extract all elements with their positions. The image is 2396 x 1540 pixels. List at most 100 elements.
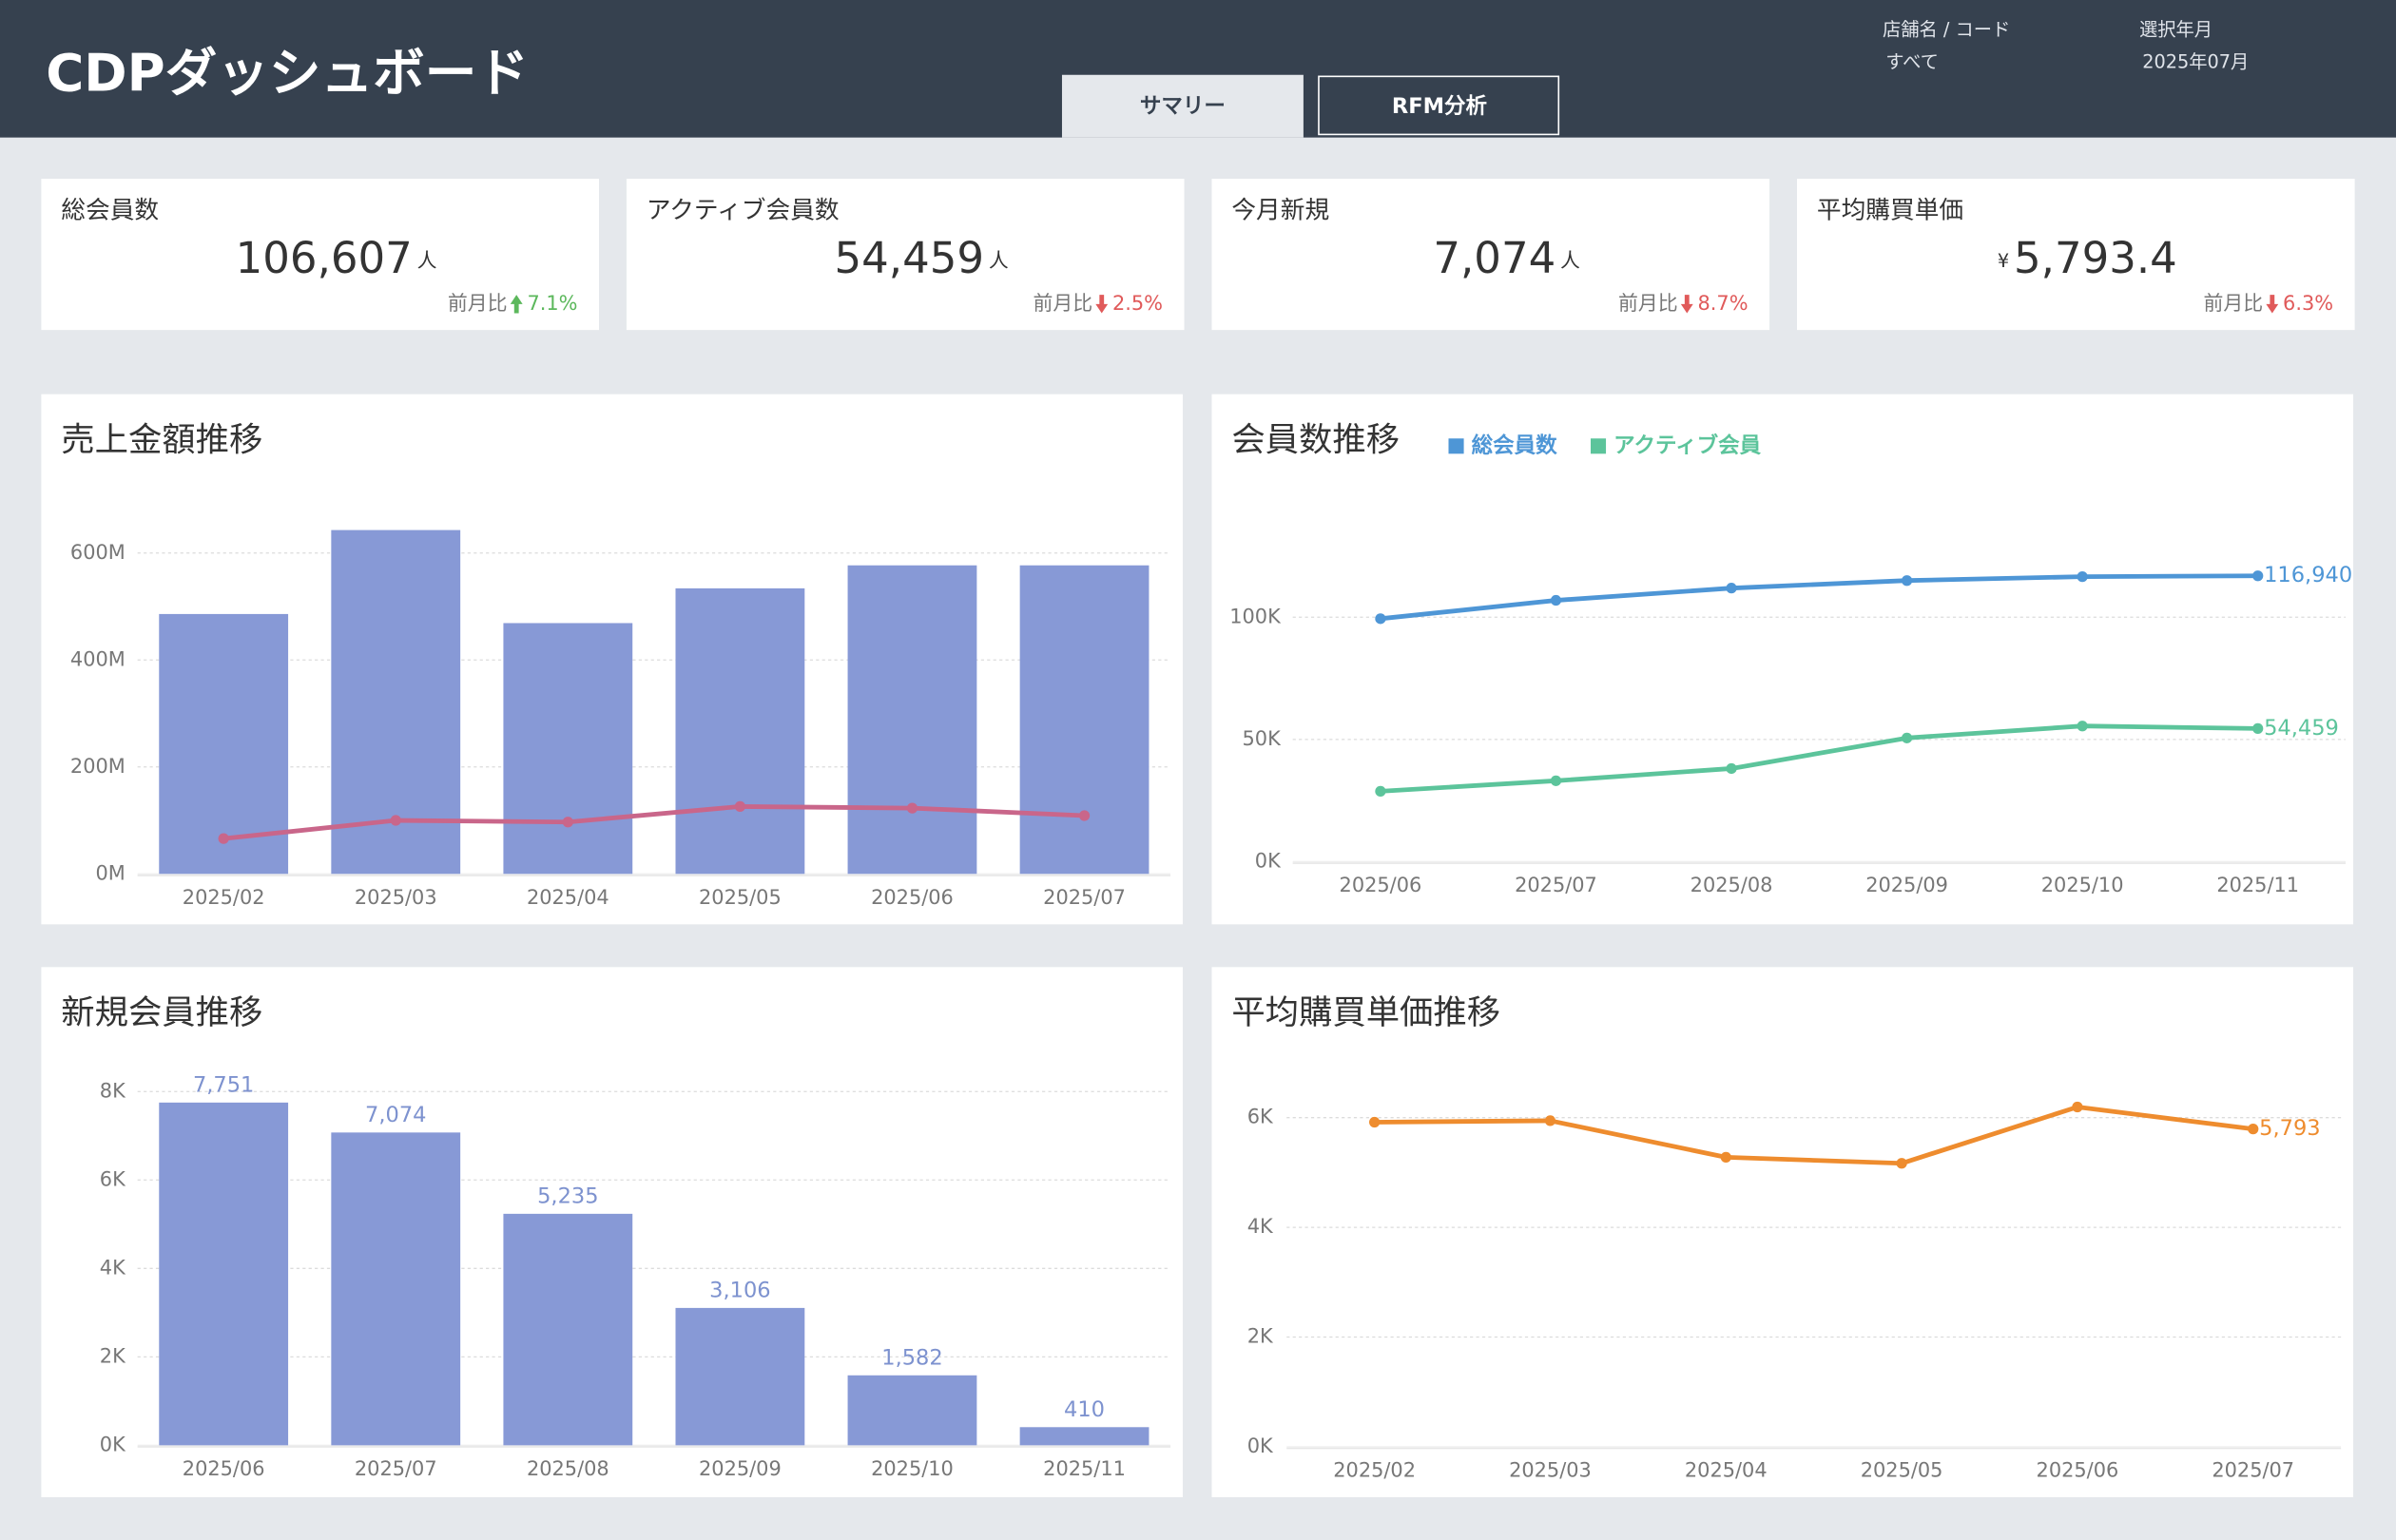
filter-label: 店舗名 / コード — [1883, 19, 2010, 41]
bar — [675, 587, 805, 875]
y-tick-label: 2K — [1247, 1325, 1274, 1348]
kpi-change: 2.5% — [1112, 292, 1163, 315]
tab[interactable]: サマリー — [1061, 74, 1304, 138]
y-tick-label: 2K — [100, 1344, 126, 1367]
bar — [159, 613, 289, 875]
x-tick-label: 2025/02 — [183, 886, 265, 909]
y-tick-label: 400M — [70, 647, 126, 670]
chart-title: 平均購買単価推移 — [1231, 993, 1500, 1032]
x-tick-label: 2025/06 — [2037, 1459, 2119, 1482]
legend-item[interactable]: アクティブ会員 — [1590, 433, 1762, 458]
chart-title: 新規会員推移 — [61, 993, 262, 1032]
point — [218, 833, 229, 844]
data-label: 5,235 — [537, 1184, 598, 1209]
y-tick-label: 8K — [100, 1079, 126, 1102]
x-tick-label: 2025/07 — [355, 1457, 437, 1480]
kpi-value: 54,459 人 — [835, 233, 1009, 283]
chart-panel — [1211, 967, 2353, 1497]
kpi-value: 106,607 人 — [236, 233, 437, 283]
line — [1380, 573, 2258, 622]
kpi-value: 7,074 人 — [1433, 233, 1580, 283]
legend-swatch — [1448, 438, 1464, 454]
x-tick-label: 2025/07 — [1515, 874, 1597, 896]
point — [734, 800, 746, 813]
kpi-change: 8.7% — [1698, 292, 1749, 315]
point — [1720, 1151, 1731, 1163]
bar — [847, 1375, 977, 1446]
y-tick-label: 6K — [1247, 1106, 1274, 1128]
point — [1078, 810, 1091, 821]
y-tick-label: 0M — [95, 861, 125, 884]
data-label: 7,751 — [193, 1073, 254, 1098]
tab-bg — [1061, 74, 1304, 138]
kpi-value: ¥5,793.4 — [1998, 233, 2177, 283]
kpi-title: 平均購買単価 — [1817, 196, 1963, 224]
point — [2077, 570, 2088, 583]
x-tick-label: 2025/08 — [1691, 874, 1773, 896]
y-tick-label: 600M — [70, 541, 126, 564]
point — [1901, 575, 1913, 587]
point — [2248, 1123, 2259, 1135]
x-tick-label: 2025/03 — [355, 886, 437, 909]
kpi-title: 総会員数 — [61, 196, 159, 224]
point — [1550, 775, 1562, 786]
bar — [503, 1213, 633, 1446]
x-tick-label: 2025/08 — [527, 1457, 609, 1480]
x-tick-label: 2025/06 — [871, 886, 954, 909]
tab-label: サマリー — [1140, 94, 1226, 119]
kpi-compare-label: 前月比 — [448, 292, 508, 315]
x-tick-label: 2025/05 — [1861, 1459, 1943, 1482]
point — [906, 802, 918, 814]
point — [390, 815, 401, 826]
data-label: 1,582 — [881, 1346, 942, 1371]
kpi-number: 7,074 — [1433, 233, 1555, 283]
tab[interactable]: RFM分析 — [1318, 75, 1560, 136]
y-tick-label: 4K — [1247, 1215, 1274, 1238]
x-tick-label: 2025/11 — [1043, 1457, 1126, 1480]
y-tick-label: 0K — [1247, 1434, 1274, 1457]
x-tick-label: 2025/10 — [871, 1457, 954, 1480]
tab-bg — [1318, 75, 1560, 136]
x-tick-label: 2025/07 — [2212, 1459, 2294, 1482]
point — [562, 817, 573, 828]
header-title: CDPダッシュボード — [46, 42, 529, 103]
data-label: 116,940 — [2264, 563, 2352, 587]
x-tick-label: 2025/05 — [699, 886, 782, 909]
x-tick-label: 2025/10 — [2041, 874, 2124, 896]
legend-item[interactable]: 総会員数 — [1448, 433, 1558, 458]
data-label: 5,793 — [2259, 1116, 2320, 1141]
x-tick-label: 2025/07 — [1043, 886, 1126, 909]
point — [2252, 722, 2264, 735]
legend-label: アクティブ会員 — [1613, 433, 1762, 458]
kpi-arrow — [510, 295, 523, 314]
bar — [331, 1132, 461, 1446]
bar — [675, 1307, 805, 1446]
kpi-change: 6.3% — [2283, 292, 2333, 315]
filter-label: 選択年月 — [2139, 19, 2212, 41]
kpi-arrow — [1095, 295, 1109, 314]
point — [1544, 1115, 1556, 1126]
chart-title: 会員数推移 — [1231, 420, 1400, 459]
point — [1726, 583, 1737, 594]
x-tick-label: 2025/03 — [1509, 1459, 1592, 1482]
kpi-prefix: ¥ — [1998, 249, 2009, 271]
kpi-unit: 人 — [417, 249, 437, 272]
data-label: 54,459 — [2264, 716, 2339, 741]
legend-swatch — [1590, 438, 1607, 454]
x-tick-label: 2025/06 — [183, 1457, 265, 1480]
line — [1374, 1105, 2254, 1166]
chart-panel — [1211, 394, 2353, 925]
y-tick-label: 100K — [1229, 605, 1282, 627]
filter-value: すべて — [1885, 50, 1939, 72]
bar — [847, 565, 977, 875]
y-tick-label: 50K — [1243, 727, 1283, 750]
kpi-card — [1211, 179, 1770, 331]
kpi-change: 7.1% — [527, 292, 577, 315]
kpi-number: 5,793.4 — [2014, 233, 2177, 283]
x-tick-label: 2025/09 — [699, 1457, 782, 1480]
tab-label: RFM分析 — [1392, 94, 1487, 119]
kpi-compare-label: 前月比 — [1033, 292, 1092, 315]
kpi-card — [41, 179, 599, 331]
kpi-unit: 人 — [1560, 249, 1580, 272]
point — [1369, 1116, 1381, 1128]
